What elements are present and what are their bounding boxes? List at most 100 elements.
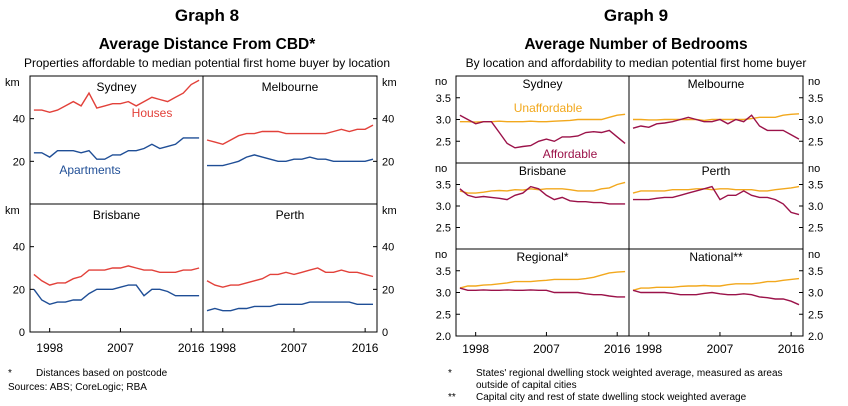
series-line-perth-affordable [633,185,800,216]
panel-title-sydney: Sydney [96,80,136,94]
y-tick-label-right: 3.5 [808,180,823,192]
y-tick-label-right: 2.5 [808,136,823,148]
y-unit-label-left: km [5,205,20,217]
footnote-marker: * [448,368,452,379]
graph9-subtitle: By location and affordability to median … [465,56,807,70]
y-tick-label-left: 40 [13,242,25,254]
y-tick-label-right: 40 [382,114,394,126]
series-line-sydney-affordable [459,114,626,149]
y-tick-label-right: 3.5 [808,266,823,278]
y-tick-label-left: 40 [13,114,25,126]
series-line-national-unaffordable [632,277,800,291]
x-tick-label: 2007 [533,342,560,356]
y-tick-label-left: 3.5 [436,93,451,105]
series-label-apartments: Apartments [59,163,120,177]
series-line-regional-unaffordable [459,270,626,289]
series-label-houses: Houses [132,106,173,120]
x-tick-label: 2016 [604,342,631,356]
x-tick-label: 2007 [281,341,308,355]
y-tick-label-left: 3.5 [436,266,451,278]
series-line-melbourne-houses [206,124,374,146]
panel-title-perth: Perth [276,208,305,222]
footnote-marker: * [8,368,12,379]
series-line-sydney-houses [33,79,200,114]
series-line-melbourne-affordable [632,114,800,140]
y-tick-label-right: 3.0 [808,201,823,213]
panel-title-melbourne: Melbourne [688,77,745,91]
y-unit-label-right: km [382,205,397,217]
series-line-brisbane-houses [33,265,200,286]
x-tick-label: 1998 [36,341,63,355]
x-tick-label: 2016 [178,341,205,355]
y-tick-label-left: 2.5 [436,136,451,148]
graph8-number: Graph 8 [174,6,240,25]
series-label-affordable: Affordable [543,147,598,161]
series-line-melbourne-apartments [207,154,374,167]
series-line-regional-affordable [459,287,626,298]
graph9-footnote-2: ** Capital city and rest of state dwelli… [448,392,788,404]
series-line-brisbane-affordable [459,185,626,205]
panel-title-national: National** [689,250,743,264]
footnote-text: Capital city and rest of state dwelling … [476,392,747,403]
y-tick-label-left: 0 [19,327,25,339]
series-line-sydney-unaffordable [459,113,626,123]
y-tick-label-right: 2.0 [808,331,823,343]
y-tick-label-left: 20 [13,156,25,168]
y-tick-label-right: 20 [382,284,394,296]
y-tick-label-left: 2.0 [436,331,451,343]
footnote-text: Distances based on postcode [36,368,168,379]
panel-title-perth: Perth [702,164,731,178]
x-tick-label: 1998 [209,341,236,355]
y-tick-label-right: 3.0 [808,288,823,300]
y-tick-label-left: 2.5 [436,309,451,321]
footnote-text: States' regional dwelling stock weighted… [476,368,783,391]
y-tick-label-left: 2.5 [436,223,451,235]
graph9-title: Average Number of Bedrooms [524,36,748,53]
y-tick-label-right: 3.5 [808,93,823,105]
y-tick-label-right: 40 [382,242,394,254]
y-unit-label-left: km [5,77,20,89]
y-tick-label-right: 20 [382,156,394,168]
panel-title-sydney: Sydney [522,77,562,91]
y-tick-label-left: 20 [13,284,25,296]
y-tick-label-left: 3.0 [436,115,451,127]
y-tick-label-right: 0 [382,327,388,339]
y-unit-label-left: no [435,249,447,261]
graph9-number: Graph 9 [603,6,669,25]
x-tick-label: 2007 [107,341,134,355]
footnote-marker: ** [448,392,456,403]
y-unit-label-right: no [808,163,820,175]
graph8-footnote: * Distances based on postcode [8,368,167,380]
graph9-footnote-1: * States' regional dwelling stock weight… [448,368,788,392]
series-line-sydney-apartments [33,137,200,160]
panel-title-melbourne: Melbourne [262,80,319,94]
y-unit-label-right: km [382,77,397,89]
series-line-perth-unaffordable [632,185,800,194]
panel-title-brisbane: Brisbane [93,208,141,222]
panel-title-brisbane: Brisbane [519,164,567,178]
graph8-subtitle: Properties affordable to median potentia… [24,56,390,70]
x-tick-label: 2007 [707,342,734,356]
graph8-title: Average Distance From CBD* [98,36,316,53]
x-tick-label: 2016 [778,342,805,356]
series-line-national-affordable [632,289,800,306]
y-tick-label-left: 3.0 [436,201,451,213]
y-unit-label-right: no [808,76,820,88]
panel-title-regional: Regional* [516,250,568,264]
series-line-brisbane-unaffordable [459,181,626,194]
series-line-melbourne-unaffordable [633,113,800,122]
y-tick-label-left: 3.0 [436,288,451,300]
y-unit-label-left: no [435,163,447,175]
y-tick-label-left: 3.5 [436,180,451,192]
x-tick-label: 1998 [462,342,489,356]
series-line-perth-apartments [206,301,373,312]
series-line-brisbane-apartments [33,284,200,306]
y-tick-label-right: 3.0 [808,115,823,127]
series-line-perth-houses [206,267,374,288]
series-label-unaffordable: Unaffordable [514,101,583,115]
x-tick-label: 1998 [635,342,662,356]
y-tick-label-right: 2.5 [808,309,823,321]
x-tick-label: 2016 [352,341,379,355]
y-unit-label-right: no [808,249,820,261]
